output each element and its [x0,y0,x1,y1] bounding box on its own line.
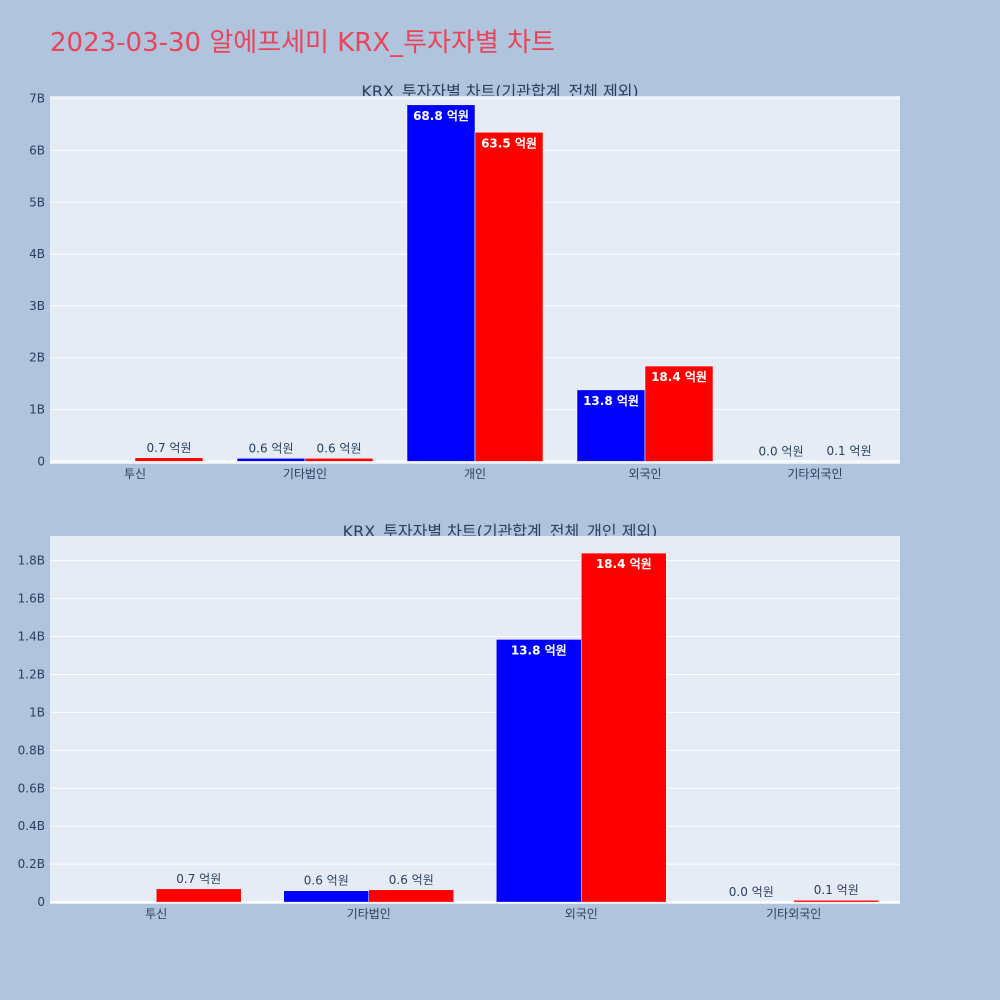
bar [304,458,374,462]
x-tick-label: 투신 [124,467,146,481]
bar [814,460,884,462]
x-tick-label: 기타외국인 [766,907,821,921]
bar [576,389,646,462]
data-label: 13.8 억원 [583,394,639,408]
x-tick-label: 기타법인 [283,467,327,481]
bar [496,639,582,903]
data-label: 18.4 억원 [596,557,652,571]
data-label: 0.6 억원 [304,874,349,888]
data-label: 0.0 억원 [729,885,774,899]
y-tick-label: 5B [29,195,45,209]
x-tick-label: 기타외국인 [787,467,842,481]
x-tick-label: 외국인 [628,467,661,481]
bar [474,132,544,462]
data-label: 0.7 억원 [176,872,221,886]
data-label: 68.8 억원 [413,109,469,123]
y-tick-label: 3B [29,299,45,313]
x-tick-label: 개인 [464,467,486,481]
y-tick-label: 1B [29,403,45,417]
data-label: 0.6 억원 [249,441,294,455]
y-tick-label: 1B [29,705,45,719]
y-tick-label: 0 [37,454,45,468]
y-tick-label: 7B [29,92,45,106]
y-tick-label: 0.6B [18,781,45,795]
y-tick-label: 0.2B [18,857,45,871]
bar [236,458,306,462]
bar [793,899,879,903]
bar [644,365,714,462]
y-tick-label: 1.8B [18,554,45,568]
y-tick-label: 6B [29,143,45,157]
data-label: 18.4 억원 [651,370,707,384]
data-label: 13.8 억원 [511,643,567,657]
plot-area [50,536,900,904]
bar [368,889,454,903]
page-title: 2023-03-30 알에프세미 KRX_투자자별 차트 [50,28,555,58]
bar [283,890,369,903]
bar [406,104,476,462]
y-tick-label: 1.6B [18,592,45,606]
x-tick-label: 기타법인 [347,907,391,921]
y-tick-label: 1.2B [18,667,45,681]
data-label: 63.5 억원 [481,136,537,150]
data-label: 0.6 억원 [317,441,362,455]
bar [134,457,204,462]
bar [156,888,242,903]
data-label: 0.7 억원 [147,441,192,455]
y-tick-label: 2B [29,351,45,365]
data-label: 0.0 억원 [759,444,804,458]
data-label: 0.1 억원 [814,883,859,897]
x-tick-label: 외국인 [565,907,598,921]
data-label: 0.1 억원 [827,444,872,458]
data-label: 0.6 억원 [389,873,434,887]
y-tick-label: 1.4B [18,630,45,644]
y-tick-label: 4B [29,247,45,261]
y-tick-label: 0.4B [18,819,45,833]
y-tick-label: 0 [37,895,45,909]
y-tick-label: 0.8B [18,743,45,757]
x-tick-label: 투신 [145,907,167,921]
bar [581,552,667,903]
